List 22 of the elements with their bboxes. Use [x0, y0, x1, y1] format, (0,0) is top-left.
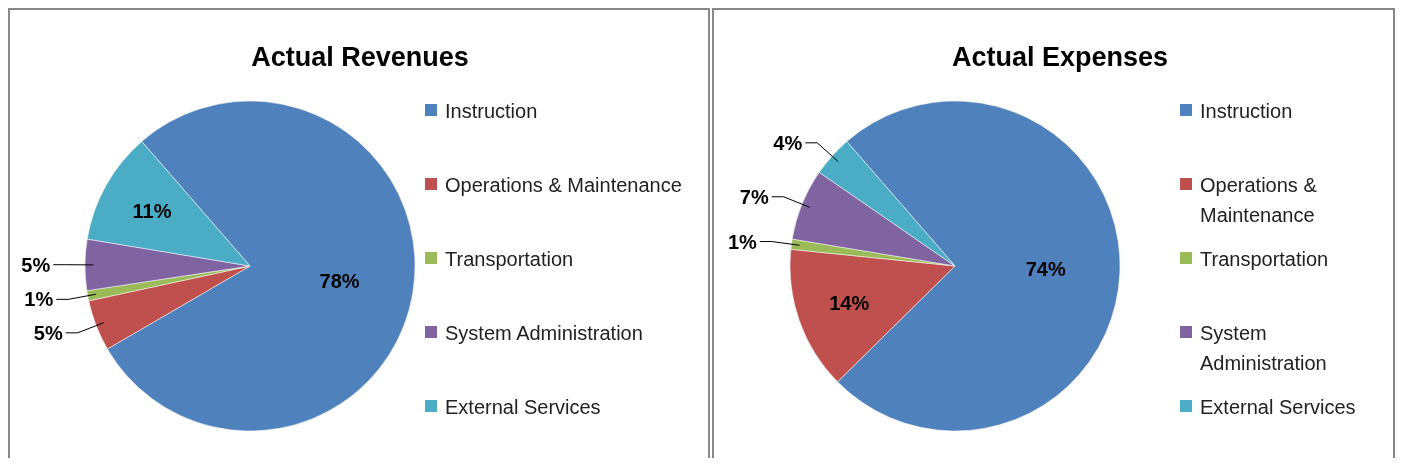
data-label: 7%	[739, 185, 769, 208]
legend-label: Instruction	[445, 100, 538, 122]
data-label: 4%	[773, 131, 803, 154]
legend-label: Transportation	[445, 248, 574, 270]
chart-title: Actual Expenses	[951, 42, 1169, 72]
legend-label: External Services	[1200, 396, 1356, 418]
legend-label: System Administration	[445, 322, 643, 344]
legend-label: External Services	[445, 396, 601, 418]
data-label: 78%	[319, 269, 360, 292]
legend-label: System Administration	[1200, 322, 1327, 374]
data-label: 1%	[727, 230, 758, 253]
legend-label: Instruction	[1200, 100, 1293, 122]
data-label: 74%	[1025, 258, 1066, 281]
data-label: 1%	[24, 288, 54, 311]
data-label: 11%	[132, 200, 172, 223]
data-label: 5%	[33, 321, 63, 344]
legend-label: Operations & Maintenance	[1200, 174, 1318, 226]
legend-label: Operations & Maintenance	[445, 174, 682, 196]
data-label: 5%	[21, 253, 51, 276]
data-label: 14%	[829, 292, 870, 315]
chart-title: Actual Revenues	[251, 42, 469, 72]
legend-label: Transportation	[1200, 248, 1329, 270]
